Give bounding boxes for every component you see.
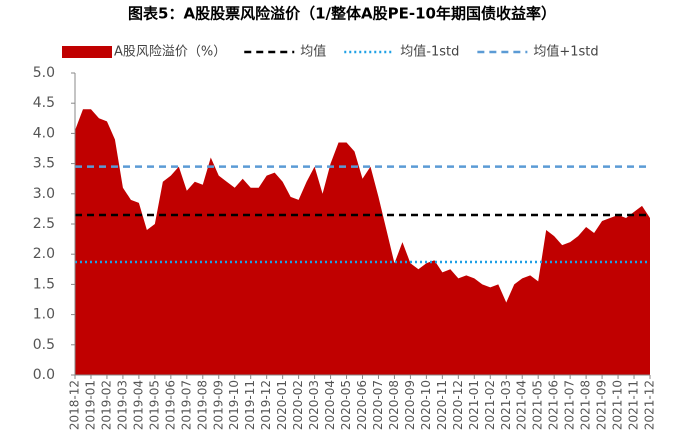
x-tick-label: 2021-06 (547, 380, 561, 430)
x-tick-label: 2019-12 (259, 380, 273, 430)
legend-swatch (62, 46, 112, 58)
x-tick-label: 2021-04 (515, 380, 529, 430)
y-tick-label: 0.0 (33, 367, 55, 383)
x-tick-label: 2021-05 (531, 380, 545, 430)
x-tick-label: 2021-02 (483, 380, 497, 430)
x-tick-label: 2020-11 (435, 380, 449, 430)
x-tick-label: 2019-05 (147, 380, 161, 430)
x-tick-label: 2020-12 (451, 380, 465, 430)
x-tick-label: 2019-04 (131, 380, 145, 430)
x-tick-label: 2020-07 (371, 380, 385, 430)
x-tick-label: 2020-01 (275, 380, 289, 430)
x-tick-label: 2019-07 (179, 380, 193, 430)
x-tick-label: 2020-06 (355, 380, 369, 430)
x-tick-label: 2021-03 (499, 380, 513, 430)
x-tick-label: 2021-08 (579, 380, 593, 430)
y-tick-label: 1.0 (33, 307, 55, 323)
x-tick-label: 2019-11 (243, 380, 257, 430)
x-tick-label: 2020-05 (339, 380, 353, 430)
x-tick-label: 2018-12 (68, 380, 82, 430)
area (75, 109, 650, 376)
x-tick-label: 2021-01 (467, 380, 481, 430)
x-tick-label: 2019-01 (83, 380, 97, 430)
x-tick-label: 2020-02 (291, 380, 305, 430)
legend-label: 均值-1std (400, 44, 459, 60)
legend-label: 均值+1std (533, 44, 598, 60)
y-tick-label: 4.5 (33, 95, 55, 111)
x-tick-label: 2019-08 (195, 380, 209, 430)
chart-title: 图表5：A股股票风险溢价（1/整体A股PE-10年期国债收益率） (128, 5, 556, 23)
y-tick-label: 0.5 (33, 337, 55, 353)
x-tick-label: 2020-04 (323, 380, 337, 430)
x-tick-label: 2021-11 (627, 380, 641, 430)
x-tick-label: 2020-09 (403, 380, 417, 430)
y-tick-label: 3.5 (33, 156, 55, 172)
x-tick-label: 2021-12 (643, 380, 657, 430)
x-tick-label: 2021-09 (595, 380, 609, 430)
legend-label: A股风险溢价（%） (114, 45, 226, 60)
x-tick-label: 2019-03 (115, 380, 129, 430)
x-tick-label: 2020-03 (307, 380, 321, 430)
y-tick-label: 5.0 (33, 65, 55, 81)
x-tick-label: 2019-10 (227, 380, 241, 430)
x-tick-label: 2021-10 (611, 380, 625, 430)
y-tick-label: 4.0 (33, 125, 55, 141)
x-tick-label: 2021-07 (563, 380, 577, 430)
x-tick-label: 2019-09 (211, 380, 225, 430)
y-tick-label: 2.5 (33, 216, 55, 232)
x-tick-label: 2020-08 (387, 380, 401, 430)
x-tick-label: 2019-02 (99, 380, 113, 430)
y-tick-label: 2.0 (33, 246, 55, 262)
y-tick-label: 3.0 (33, 186, 55, 202)
y-tick-label: 1.5 (33, 276, 55, 292)
x-tick-label: 2019-06 (163, 380, 177, 430)
legend-label: 均值 (300, 44, 326, 60)
x-tick-label: 2020-10 (419, 380, 433, 430)
